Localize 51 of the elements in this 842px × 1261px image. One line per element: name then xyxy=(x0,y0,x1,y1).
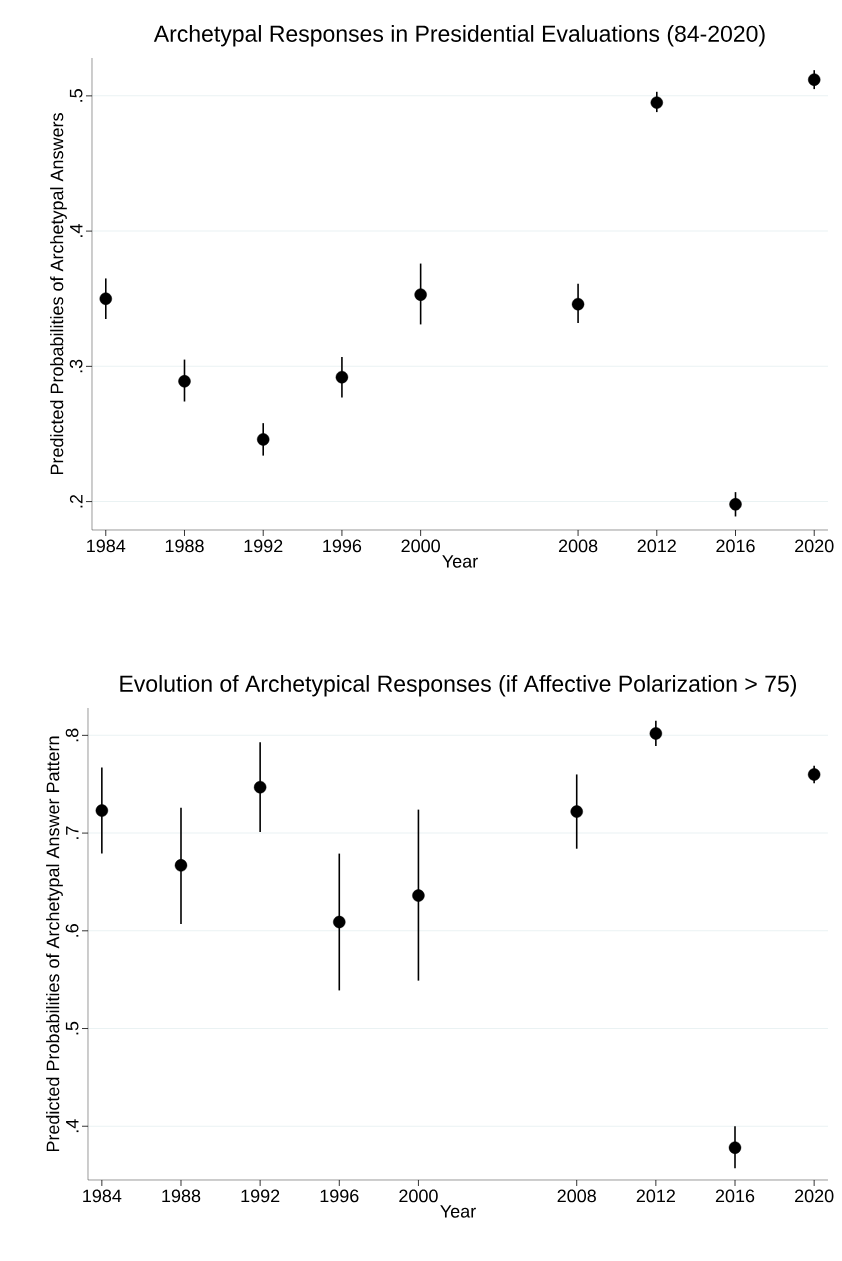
y-tick-label: .3 xyxy=(69,359,83,373)
x-tick-label: 1984 xyxy=(87,539,126,553)
x-tick-label: 2016 xyxy=(715,1189,755,1203)
x-axis-title: Year xyxy=(440,1205,476,1218)
x-tick-label: 2012 xyxy=(636,1189,675,1203)
point xyxy=(807,768,821,781)
y-axis-title: Predicted Probabilities of Archetypal Answer Pattern xyxy=(46,736,63,1152)
y-tick-label: .5 xyxy=(69,89,83,102)
x-tick-label: 1992 xyxy=(244,539,283,553)
chart-title: Archetypal Responses in Presidential Evaluations (84-2020) xyxy=(153,25,765,47)
x-tick-label: 2000 xyxy=(399,1189,438,1203)
point xyxy=(412,889,425,902)
point xyxy=(728,1141,742,1154)
x-tick-label: 2000 xyxy=(401,539,440,553)
point xyxy=(335,370,349,384)
x-axis-title: Year xyxy=(442,555,478,568)
point xyxy=(570,805,583,818)
y-tick-label: .5 xyxy=(65,1021,79,1035)
point xyxy=(253,780,267,794)
y-tick-label: .2 xyxy=(69,494,83,508)
x-tick-label: 2008 xyxy=(557,1189,596,1203)
x-tick-label: 2008 xyxy=(558,539,598,553)
x-tick-label: 1988 xyxy=(165,539,204,553)
point xyxy=(649,727,663,740)
point xyxy=(99,292,112,305)
chart-title: Evolution of Archetypical Responses (if Affective Polarization > 75) xyxy=(120,675,796,697)
x-tick-label: 1984 xyxy=(83,1189,122,1203)
point xyxy=(650,96,663,109)
x-tick-label: 1996 xyxy=(320,1189,359,1203)
point xyxy=(729,498,742,511)
point xyxy=(808,73,821,86)
y-axis-title: Predicted Probabilities of Archetypal Answers xyxy=(50,113,67,475)
x-tick-label: 2020 xyxy=(795,539,834,553)
point xyxy=(414,288,427,301)
x-tick-label: 2016 xyxy=(716,539,755,553)
x-tick-label: 1996 xyxy=(323,539,362,553)
x-tick-label: 2012 xyxy=(637,539,676,553)
y-tick-label: .4 xyxy=(70,224,83,237)
y-tick-label: .4 xyxy=(66,1119,79,1133)
x-tick-label: 1992 xyxy=(241,1189,280,1203)
point xyxy=(257,433,270,446)
point xyxy=(571,297,585,311)
point xyxy=(95,804,109,817)
point xyxy=(178,375,191,388)
y-tick-label: .8 xyxy=(65,728,79,742)
point xyxy=(174,859,188,872)
y-tick-label: .7 xyxy=(66,826,79,839)
point xyxy=(333,915,346,929)
y-tick-label: .6 xyxy=(65,924,79,937)
x-tick-label: 2020 xyxy=(795,1189,834,1203)
x-tick-label: 1988 xyxy=(162,1189,201,1203)
